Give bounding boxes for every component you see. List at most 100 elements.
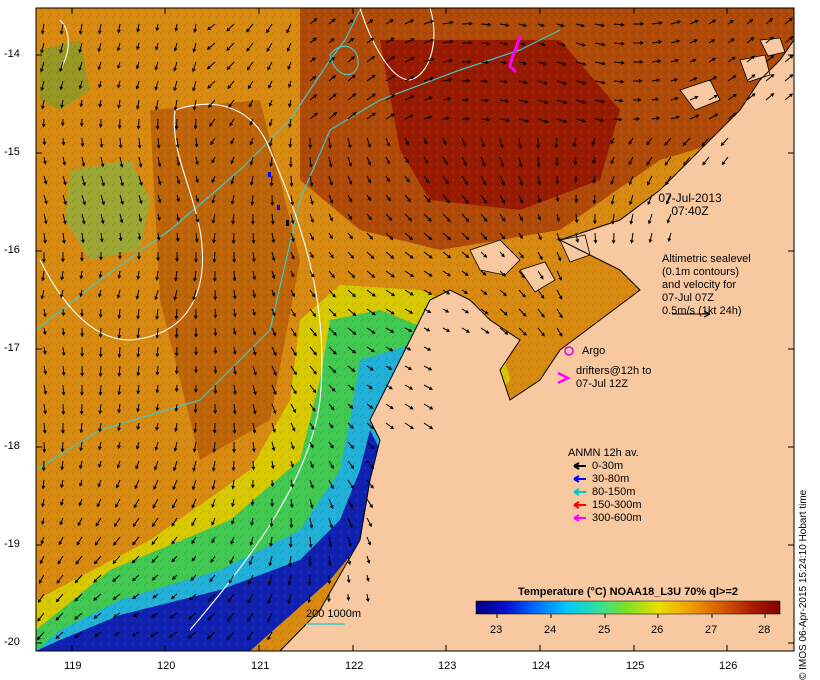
velocity-arrow	[328, 137, 332, 149]
velocity-arrow	[366, 517, 372, 528]
velocity-arrow	[328, 56, 336, 63]
velocity-arrow	[651, 78, 661, 83]
velocity-arrow	[40, 61, 45, 73]
velocity-arrow	[665, 175, 672, 186]
velocity-arrow	[784, 17, 793, 25]
velocity-arrow	[195, 175, 199, 184]
velocity-arrow	[175, 232, 180, 243]
velocity-arrow	[288, 99, 292, 108]
velocity-arrow	[667, 232, 672, 243]
velocity-arrow	[157, 194, 162, 204]
velocity-arrow	[80, 252, 84, 262]
drifters-legend: drifters@12h to 07-Jul 12Z	[576, 365, 651, 391]
velocity-arrow	[556, 118, 568, 123]
velocity-arrow	[171, 517, 178, 527]
velocity-arrow	[784, 93, 794, 101]
velocity-arrow	[79, 289, 83, 298]
velocity-arrow	[628, 137, 634, 145]
velocity-arrow	[97, 61, 102, 71]
velocity-arrow	[309, 57, 316, 63]
velocity-arrow	[385, 137, 391, 147]
velocity-arrow	[689, 95, 699, 101]
velocity-arrow	[404, 251, 414, 259]
velocity-arrow	[233, 384, 237, 396]
velocity-arrow	[116, 460, 121, 469]
time-text: 07:40Z	[671, 204, 709, 218]
axis-ticks	[36, 8, 794, 651]
velocity-arrow	[404, 38, 415, 44]
velocity-arrow	[79, 270, 84, 280]
velocity-arrow	[211, 175, 216, 184]
velocity-arrow	[423, 346, 432, 351]
velocity-arrow	[76, 536, 83, 546]
velocity-arrow	[78, 23, 83, 35]
velocity-arrow	[442, 308, 450, 313]
velocity-arrow	[404, 232, 414, 241]
velocity-arrow	[59, 517, 64, 526]
velocity-arrow	[708, 94, 718, 101]
velocity-arrow	[537, 289, 545, 299]
velocity-arrow	[347, 327, 357, 335]
velocity-arrow	[423, 156, 428, 165]
velocity-arrow	[461, 137, 466, 147]
velocity-arrow	[191, 536, 197, 545]
velocity-arrow	[59, 61, 64, 73]
velocity-arrow	[192, 80, 197, 92]
velocity-arrow	[212, 232, 216, 244]
velocity-arrow	[192, 460, 197, 472]
velocity-arrow	[366, 93, 376, 101]
colorbar-tick-label: 27	[705, 624, 718, 636]
velocity-arrow	[93, 574, 102, 583]
altimetry-line-1: Altimetric sealevel	[662, 253, 751, 265]
velocity-arrow	[192, 61, 197, 73]
sealevel-contour-1	[174, 103, 323, 631]
velocity-arrow	[59, 42, 64, 54]
velocity-arrow	[328, 112, 338, 120]
velocity-arrow	[309, 403, 316, 412]
velocity-arrow	[226, 61, 235, 71]
velocity-arrow	[385, 94, 396, 101]
velocity-arrow	[98, 289, 102, 298]
velocity-arrow	[156, 137, 161, 149]
velocity-arrow	[206, 631, 216, 640]
velocity-arrow	[423, 213, 432, 222]
colorbar-tick-label: 26	[651, 624, 664, 636]
velocity-arrow	[117, 308, 122, 320]
velocity-arrow	[95, 517, 102, 527]
velocity-arrow	[60, 479, 64, 489]
velocity-arrow	[228, 99, 235, 108]
velocity-arrow	[98, 460, 102, 469]
velocity-arrow	[131, 555, 140, 564]
velocity-arrow	[99, 252, 103, 261]
velocity-arrow	[232, 270, 237, 282]
velocity-arrow	[461, 251, 470, 259]
velocity-arrow	[423, 327, 431, 332]
velocity-arrow	[347, 441, 355, 449]
velocity-arrow	[191, 479, 197, 491]
velocity-arrow	[268, 555, 273, 567]
velocity-arrow	[366, 112, 376, 120]
velocity-arrow	[646, 137, 653, 146]
velocity-arrow	[80, 309, 84, 317]
velocity-arrow	[226, 23, 235, 32]
velocity-arrow	[442, 39, 454, 44]
velocity-arrow	[247, 80, 254, 90]
velocity-arrow	[119, 213, 124, 224]
velocity-arrow	[187, 631, 197, 639]
velocity-arrow	[499, 42, 509, 46]
velocity-arrow	[480, 194, 487, 205]
velocity-arrow	[347, 289, 356, 298]
velocity-arrow	[592, 194, 597, 205]
velocity-arrows	[36, 17, 794, 641]
velocity-arrow	[461, 308, 469, 314]
velocity-arrow	[423, 365, 433, 371]
velocity-arrow	[211, 536, 216, 544]
velocity-arrow	[61, 327, 66, 336]
velocity-arrow	[169, 612, 178, 619]
velocity-arrow	[231, 232, 236, 245]
velocity-arrow	[328, 308, 337, 317]
velocity-arrow	[290, 270, 295, 278]
velocity-arrow	[250, 194, 255, 206]
velocity-arrow	[248, 555, 254, 566]
velocity-arrow	[226, 42, 235, 51]
